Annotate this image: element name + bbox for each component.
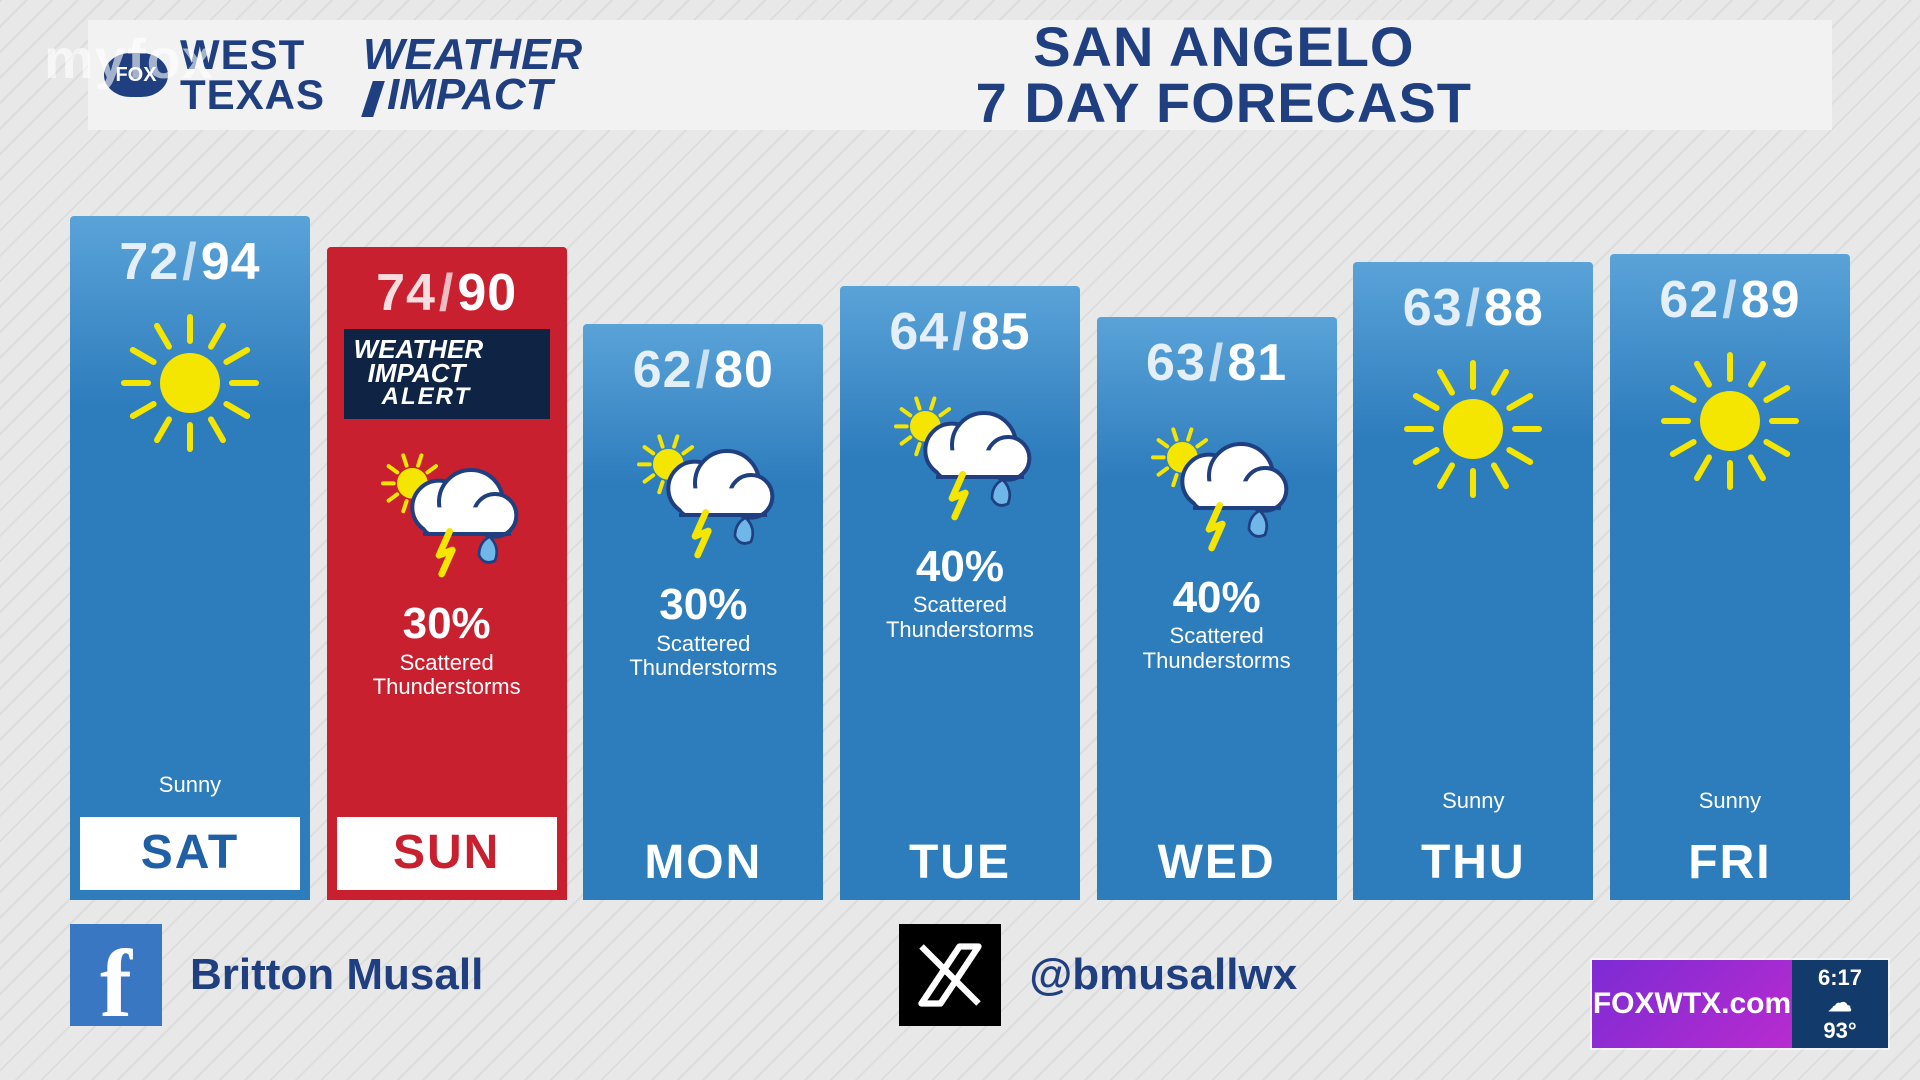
facebook-name: Britton Musall <box>190 950 483 1000</box>
temps-label: 64/85 <box>889 300 1030 368</box>
title-line2: 7 DAY FORECAST <box>976 75 1472 131</box>
condition-text: ScatteredThunderstorms <box>373 649 521 701</box>
forecast-day-column: 62/80 30%ScatteredThunderstorms MON <box>583 324 823 900</box>
temps-label: 63/88 <box>1403 276 1544 344</box>
precip-chance: 30% <box>659 580 747 630</box>
forecast-day-column: 63/88 SunnyTHU <box>1353 262 1593 900</box>
bug-clock: 6:17 ☁ 93° <box>1792 960 1888 1048</box>
temps-label: 74/90 <box>376 261 517 329</box>
social-footer: Britton Musall @bmusallwx <box>70 920 1297 1030</box>
x-handle: @bmusallwx <box>1029 950 1297 1000</box>
weather-impact-alert-badge: WEATHERIMPACTALERT <box>344 329 550 419</box>
weather-impact-logo: WEATHER IMPACT <box>363 35 582 114</box>
forecast-day-column: 72/94 Sunny SAT <box>70 216 310 900</box>
facebook-icon <box>70 924 162 1026</box>
day-abbr: SUN <box>337 817 557 890</box>
sunny-icon <box>1655 336 1805 506</box>
condition-text: ScatteredThunderstorms <box>886 592 1034 644</box>
forecast-title: SAN ANGELO 7 DAY FORECAST <box>976 19 1832 131</box>
temps-label: 72/94 <box>119 230 260 298</box>
header-bar: FOX WEST TEXAS WEATHER IMPACT SAN ANGELO… <box>88 20 1832 130</box>
low-temp: 72 <box>119 233 179 291</box>
condition-text: Sunny <box>159 759 221 811</box>
forecast-row: 72/94 Sunny SAT 74/90WEATHERIMPACTALERT 30… <box>70 180 1850 900</box>
low-temp: 64 <box>889 303 949 361</box>
precip-chance: 30% <box>403 599 491 649</box>
forecast-day-column: 64/85 40%ScatteredThunderstorms TUE <box>840 286 1080 900</box>
temps-label: 63/81 <box>1146 331 1287 399</box>
high-temp: 81 <box>1227 334 1287 392</box>
condition-text: ScatteredThunderstorms <box>629 630 777 682</box>
condition-text: ScatteredThunderstorms <box>1143 623 1291 675</box>
low-temp: 63 <box>1146 334 1206 392</box>
bug-site: FOXWTX.com <box>1592 960 1792 1048</box>
station-watermark: myfox <box>44 26 214 91</box>
low-temp: 62 <box>633 341 693 399</box>
x-icon <box>899 924 1001 1026</box>
title-line1: SAN ANGELO <box>1033 15 1414 78</box>
precip-chance: 40% <box>916 542 1004 592</box>
thunderstorm-icon <box>623 406 783 576</box>
day-abbr: SAT <box>80 817 300 890</box>
thunderstorm-icon <box>880 368 1040 538</box>
day-abbr: FRI <box>1610 827 1850 900</box>
temps-label: 62/89 <box>1659 268 1800 336</box>
high-temp: 80 <box>714 341 774 399</box>
bug-time: 6:17 <box>1818 965 1862 990</box>
day-abbr: THU <box>1353 827 1593 900</box>
high-temp: 88 <box>1484 279 1544 337</box>
day-abbr: TUE <box>840 827 1080 900</box>
condition-text: Sunny <box>1699 775 1761 827</box>
low-temp: 74 <box>376 264 436 322</box>
high-temp: 90 <box>457 264 517 322</box>
temps-label: 62/80 <box>633 338 774 406</box>
low-temp: 63 <box>1403 279 1463 337</box>
forecast-day-column: 62/89 SunnyFRI <box>1610 254 1850 900</box>
sunny-icon <box>115 298 265 468</box>
precip-chance: 40% <box>1173 573 1261 623</box>
sunny-icon <box>1398 344 1548 514</box>
high-temp: 85 <box>971 303 1031 361</box>
cloud-icon: ☁ <box>1828 990 1852 1018</box>
bug-temp: 93° <box>1823 1018 1856 1043</box>
high-temp: 89 <box>1741 271 1801 329</box>
forecast-day-column: 63/81 40%ScatteredThunderstorms WED <box>1097 317 1337 900</box>
day-abbr: MON <box>583 827 823 900</box>
high-temp: 94 <box>201 233 261 291</box>
thunderstorm-icon <box>367 425 527 595</box>
low-temp: 62 <box>1659 271 1719 329</box>
thunderstorm-icon <box>1137 399 1297 569</box>
forecast-day-column: 74/90WEATHERIMPACTALERT 30%ScatteredThun… <box>327 247 567 900</box>
wi-line2: IMPACT <box>363 75 582 115</box>
station-bug: FOXWTX.com 6:17 ☁ 93° <box>1590 958 1890 1050</box>
condition-text: Sunny <box>1442 775 1504 827</box>
day-abbr: WED <box>1097 827 1337 900</box>
